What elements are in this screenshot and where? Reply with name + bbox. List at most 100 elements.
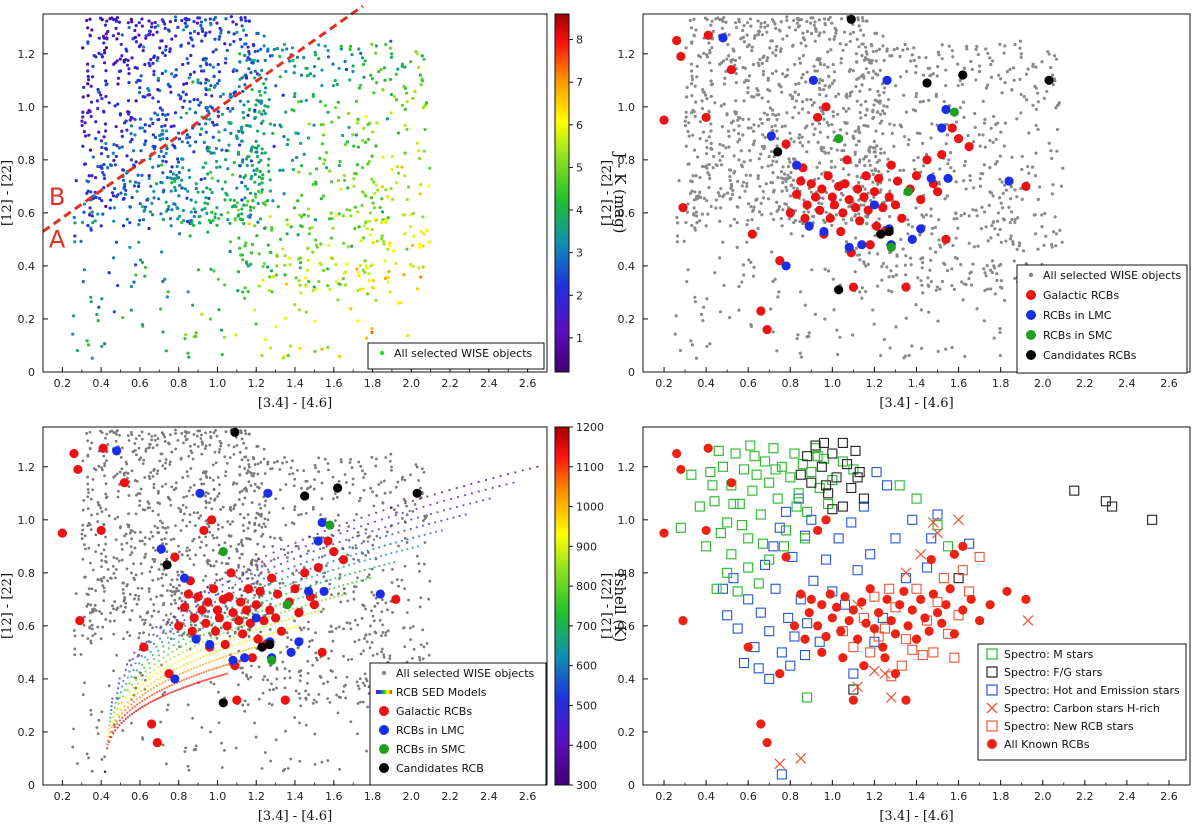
p3-point bbox=[130, 537, 133, 541]
p2-galactic-rcb bbox=[762, 324, 772, 335]
p1-point bbox=[143, 205, 148, 209]
p1-point bbox=[160, 18, 164, 22]
p1-point bbox=[161, 51, 165, 55]
p2-point bbox=[862, 157, 866, 161]
p2-point bbox=[1034, 151, 1038, 155]
p3-point bbox=[247, 463, 251, 466]
p1-point bbox=[261, 173, 265, 177]
p1-point bbox=[257, 160, 261, 164]
p3-point bbox=[85, 752, 89, 756]
p2-point bbox=[805, 124, 809, 128]
p2-point bbox=[1050, 242, 1054, 247]
p2-point bbox=[791, 178, 796, 182]
p1-point bbox=[390, 197, 395, 201]
p1-point bbox=[112, 18, 116, 22]
p3-point bbox=[146, 610, 150, 614]
p3-sed-model-point bbox=[184, 670, 187, 673]
p3-point bbox=[251, 456, 255, 459]
p3-point bbox=[346, 599, 350, 603]
p2-point bbox=[1033, 84, 1037, 88]
p1-point bbox=[217, 216, 221, 221]
p1-point bbox=[292, 71, 296, 75]
p3-point bbox=[255, 559, 259, 563]
p2-point bbox=[945, 133, 950, 137]
p1-point bbox=[171, 172, 176, 176]
p1-point bbox=[194, 140, 198, 144]
p2-point bbox=[702, 196, 707, 200]
p3-sed-model-point bbox=[159, 696, 163, 699]
p3-point bbox=[174, 447, 178, 451]
p2-point bbox=[823, 23, 827, 27]
p2-point bbox=[777, 290, 781, 294]
p1-point bbox=[341, 277, 345, 281]
p1-point bbox=[188, 100, 192, 104]
p3-point bbox=[189, 623, 193, 627]
p3-point bbox=[137, 594, 141, 598]
p1-point bbox=[100, 145, 104, 150]
p1-point bbox=[226, 106, 230, 111]
p2-point bbox=[840, 149, 844, 153]
p1-point bbox=[147, 173, 151, 178]
p1-point bbox=[351, 69, 355, 74]
p2-point bbox=[771, 279, 775, 284]
p2-point bbox=[1055, 103, 1060, 108]
p3-point bbox=[403, 587, 407, 591]
p1-point bbox=[82, 85, 86, 89]
p2-point bbox=[694, 214, 699, 218]
p2-point bbox=[841, 48, 845, 52]
p1-point bbox=[242, 203, 246, 207]
p2-point bbox=[716, 191, 720, 195]
p1-point bbox=[192, 207, 196, 211]
p3-sed-model-point bbox=[197, 672, 201, 676]
p2-point bbox=[732, 169, 737, 174]
p3-point bbox=[284, 523, 288, 527]
p2-point bbox=[895, 264, 899, 268]
p3-point bbox=[242, 529, 246, 533]
p2-point bbox=[892, 144, 896, 148]
p3-point bbox=[361, 700, 365, 704]
p3-sed-model-point bbox=[138, 696, 141, 699]
p2-point bbox=[800, 144, 805, 148]
p3-point bbox=[293, 508, 296, 511]
p2-point bbox=[788, 176, 792, 180]
p3-sed-model-point bbox=[195, 658, 199, 661]
p2-point bbox=[745, 223, 749, 227]
p2-point bbox=[772, 155, 776, 159]
p3-point bbox=[269, 602, 272, 606]
p2-point bbox=[770, 181, 774, 185]
p2-point bbox=[859, 116, 863, 120]
p3-point bbox=[208, 430, 212, 434]
p2-lmc-rcb bbox=[941, 104, 951, 115]
p1-point bbox=[254, 103, 258, 107]
p1-point bbox=[428, 166, 432, 170]
p3-point bbox=[88, 430, 92, 434]
p3-point bbox=[274, 497, 278, 501]
p1-point bbox=[177, 194, 181, 198]
p1-point bbox=[205, 186, 209, 190]
p3-point bbox=[130, 609, 134, 612]
p2-point bbox=[867, 159, 871, 163]
p3-point bbox=[72, 629, 76, 632]
p2-point bbox=[842, 30, 847, 34]
p3-point bbox=[254, 563, 258, 567]
p1-point bbox=[243, 16, 247, 20]
p3-point bbox=[281, 461, 284, 465]
p2-point bbox=[838, 198, 843, 202]
p3-sed-model-point bbox=[186, 685, 189, 688]
p1-point bbox=[238, 52, 242, 56]
p2-point bbox=[1031, 62, 1035, 66]
p3-point bbox=[380, 610, 384, 614]
p1-point bbox=[232, 198, 236, 203]
p2-point bbox=[1001, 191, 1005, 195]
p2-point bbox=[878, 101, 882, 105]
p3-point bbox=[422, 470, 426, 474]
p3-point bbox=[149, 471, 153, 474]
p3-point bbox=[159, 452, 163, 456]
p3-point bbox=[204, 543, 208, 547]
p2-point bbox=[749, 205, 753, 209]
p3-point bbox=[87, 546, 91, 550]
p2-point bbox=[1000, 206, 1005, 210]
p3-point bbox=[422, 645, 426, 649]
p3-point bbox=[136, 491, 140, 495]
p3-point bbox=[201, 471, 205, 475]
